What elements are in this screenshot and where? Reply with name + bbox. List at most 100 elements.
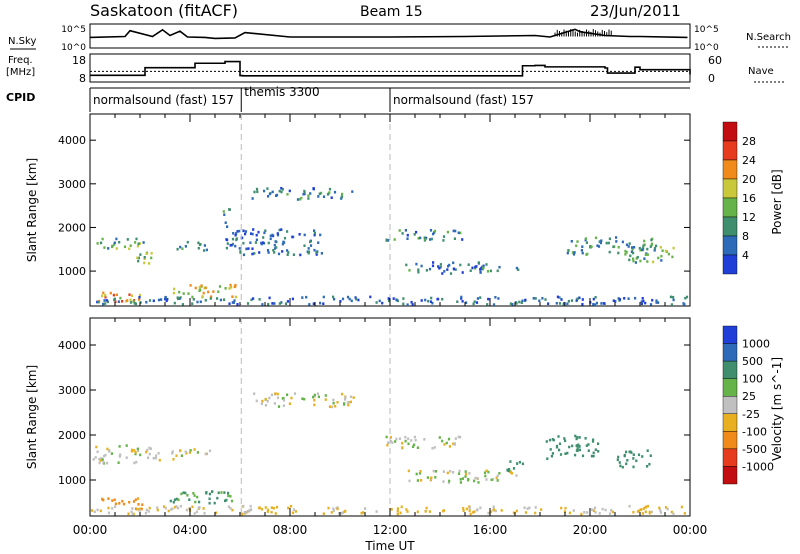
power-cell [672, 246, 675, 250]
power-cell [164, 295, 167, 299]
power-cell [438, 267, 441, 270]
power-cell [592, 303, 595, 306]
velocity-cell [575, 444, 578, 448]
power-cell [266, 187, 269, 190]
velocity-cell [472, 511, 475, 514]
velocity-cell [177, 498, 180, 502]
power-cell [172, 291, 175, 295]
power-cell [222, 210, 225, 213]
power-cell [231, 237, 235, 241]
power-cell [461, 300, 464, 303]
colorbar-segment [722, 121, 738, 142]
power-cell [226, 238, 229, 242]
velocity-cell [213, 501, 216, 505]
power-cell [298, 233, 301, 236]
power-cell [313, 233, 316, 237]
freq-label-line2: [MHz] [6, 67, 35, 78]
velocity-cell [568, 511, 571, 515]
velocity-cell [202, 507, 205, 510]
power-cell [612, 299, 615, 302]
power-cell [544, 298, 547, 301]
date-label: 23/Jun/2011 [590, 2, 681, 20]
velocity-cell [659, 508, 662, 512]
velocity-cell [134, 498, 137, 501]
power-cell [634, 261, 637, 264]
power-cell [341, 297, 345, 301]
power-cell [278, 228, 281, 232]
power-cell [245, 247, 248, 251]
power-cell [402, 297, 405, 300]
power-cell [624, 253, 627, 256]
power-cell [312, 187, 315, 190]
velocity-cell [646, 449, 649, 452]
power-cell [254, 241, 257, 244]
power-cell [129, 244, 132, 247]
velocity-cell [343, 402, 346, 405]
velocity-cell [290, 504, 293, 508]
colorbar-tick-label: -25 [742, 408, 760, 421]
velocity-cell [394, 440, 397, 443]
power-cell [431, 301, 434, 305]
colorbar-tick-label: 28 [742, 135, 756, 148]
velocity-cell [464, 473, 468, 476]
power-cell [235, 232, 238, 235]
velocity-cell [137, 497, 140, 500]
power-cell [228, 287, 231, 290]
velocity-cell [476, 508, 479, 512]
velocity-cell [137, 449, 140, 453]
power-cell [346, 295, 350, 299]
power-cell [413, 233, 416, 236]
power-cell [446, 268, 449, 271]
power-cell [247, 247, 250, 250]
velocity-cell [108, 449, 111, 452]
power-cell [555, 302, 558, 305]
power-cell [429, 300, 433, 303]
power-cell [541, 297, 544, 300]
power-cell [585, 241, 588, 244]
power-cell [145, 252, 148, 255]
velocity-cell [426, 476, 429, 479]
velocity-cell [479, 506, 482, 510]
velocity-cell [261, 399, 264, 403]
velocity-cell [208, 492, 211, 496]
power-cell [655, 244, 658, 248]
power-cell [322, 195, 326, 198]
power-cell [657, 256, 660, 260]
power-cell [104, 293, 107, 297]
velocity-cell [264, 506, 267, 509]
power-cell [420, 299, 423, 302]
velocity-cell [125, 456, 128, 459]
power-cell [210, 295, 213, 298]
velocity-cell [349, 395, 353, 399]
velocity-cell [189, 449, 192, 452]
velocity-cell [648, 510, 651, 514]
power-cell [186, 240, 189, 244]
y-tick-label: 2000 [58, 221, 86, 234]
velocity-cell [577, 443, 580, 447]
velocity-cell [512, 467, 516, 470]
power-cell [357, 298, 360, 302]
velocity-cell [594, 448, 597, 451]
velocity-cell [99, 509, 102, 513]
x-tick-label: 12:00 [373, 523, 408, 537]
velocity-cell [672, 512, 675, 515]
power-cell [275, 194, 278, 197]
power-cell [313, 248, 316, 252]
power-cell [592, 297, 595, 301]
power-cell [276, 232, 279, 235]
velocity-cell [587, 443, 590, 446]
velocity-cell [268, 396, 271, 400]
velocity-cell [144, 511, 147, 515]
velocity-cell [492, 505, 495, 509]
power-cell [117, 300, 120, 303]
power-cell [480, 266, 483, 270]
velocity-cell [139, 453, 142, 457]
power-cell [207, 290, 210, 294]
power-cell [595, 301, 598, 305]
power-cell [249, 241, 252, 244]
velocity-cell [276, 392, 279, 396]
velocity-cell [264, 397, 267, 401]
velocity-cell [442, 470, 445, 473]
power-cell [659, 246, 662, 249]
power-cell [538, 299, 541, 303]
